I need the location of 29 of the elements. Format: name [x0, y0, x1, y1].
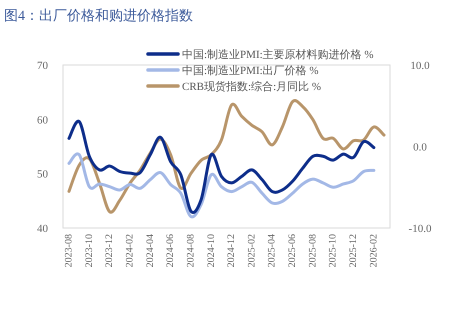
- x-tick-label: 2023-08: [64, 234, 74, 268]
- y2-tick-label: -10.0: [408, 223, 432, 235]
- x-tick-label: 2025-02: [246, 234, 258, 268]
- x-tick-label: 2024-12: [226, 234, 238, 268]
- line-series: [68, 120, 376, 214]
- legend-label: CRB现货指数:综合:月同比 %: [182, 80, 322, 93]
- x-tick-label: 2024-06: [165, 234, 176, 268]
- x-tick-label: 2025-06: [287, 234, 298, 268]
- x-tick-label: 2025-04: [266, 234, 278, 268]
- x-tick-label: 2023-10: [84, 234, 95, 268]
- x-tick-label: 2024-08: [185, 234, 196, 268]
- y2-tick-label: 10.0: [410, 60, 430, 72]
- chart-title: 图4：出厂价格和购进价格指数: [4, 8, 193, 24]
- y-tick-label: 50: [37, 168, 48, 181]
- y-tick-label: 40: [37, 223, 48, 235]
- y-tick-label: 60: [37, 114, 48, 126]
- x-tick-label: 2024-04: [144, 234, 156, 268]
- x-tick-label: 2024-10: [206, 234, 217, 268]
- x-tick-label: 2024-02: [124, 234, 136, 268]
- line-series: [68, 152, 376, 218]
- legend-label: 中国:制造业PMI:出厂价格 %: [182, 64, 319, 77]
- x-tick-label: 2026-02: [368, 234, 380, 268]
- x-tick-label: 2025-08: [307, 234, 318, 268]
- y-tick-label: 70: [37, 60, 48, 72]
- legend-label: 中国:制造业PMI:主要原材料购进价格 %: [182, 48, 374, 61]
- x-tick-label: 2025-10: [328, 234, 339, 268]
- x-tick-label: 2025-12: [348, 234, 360, 268]
- y2-tick-label: 0.0: [413, 142, 428, 154]
- x-tick-label: 2023-12: [104, 234, 116, 268]
